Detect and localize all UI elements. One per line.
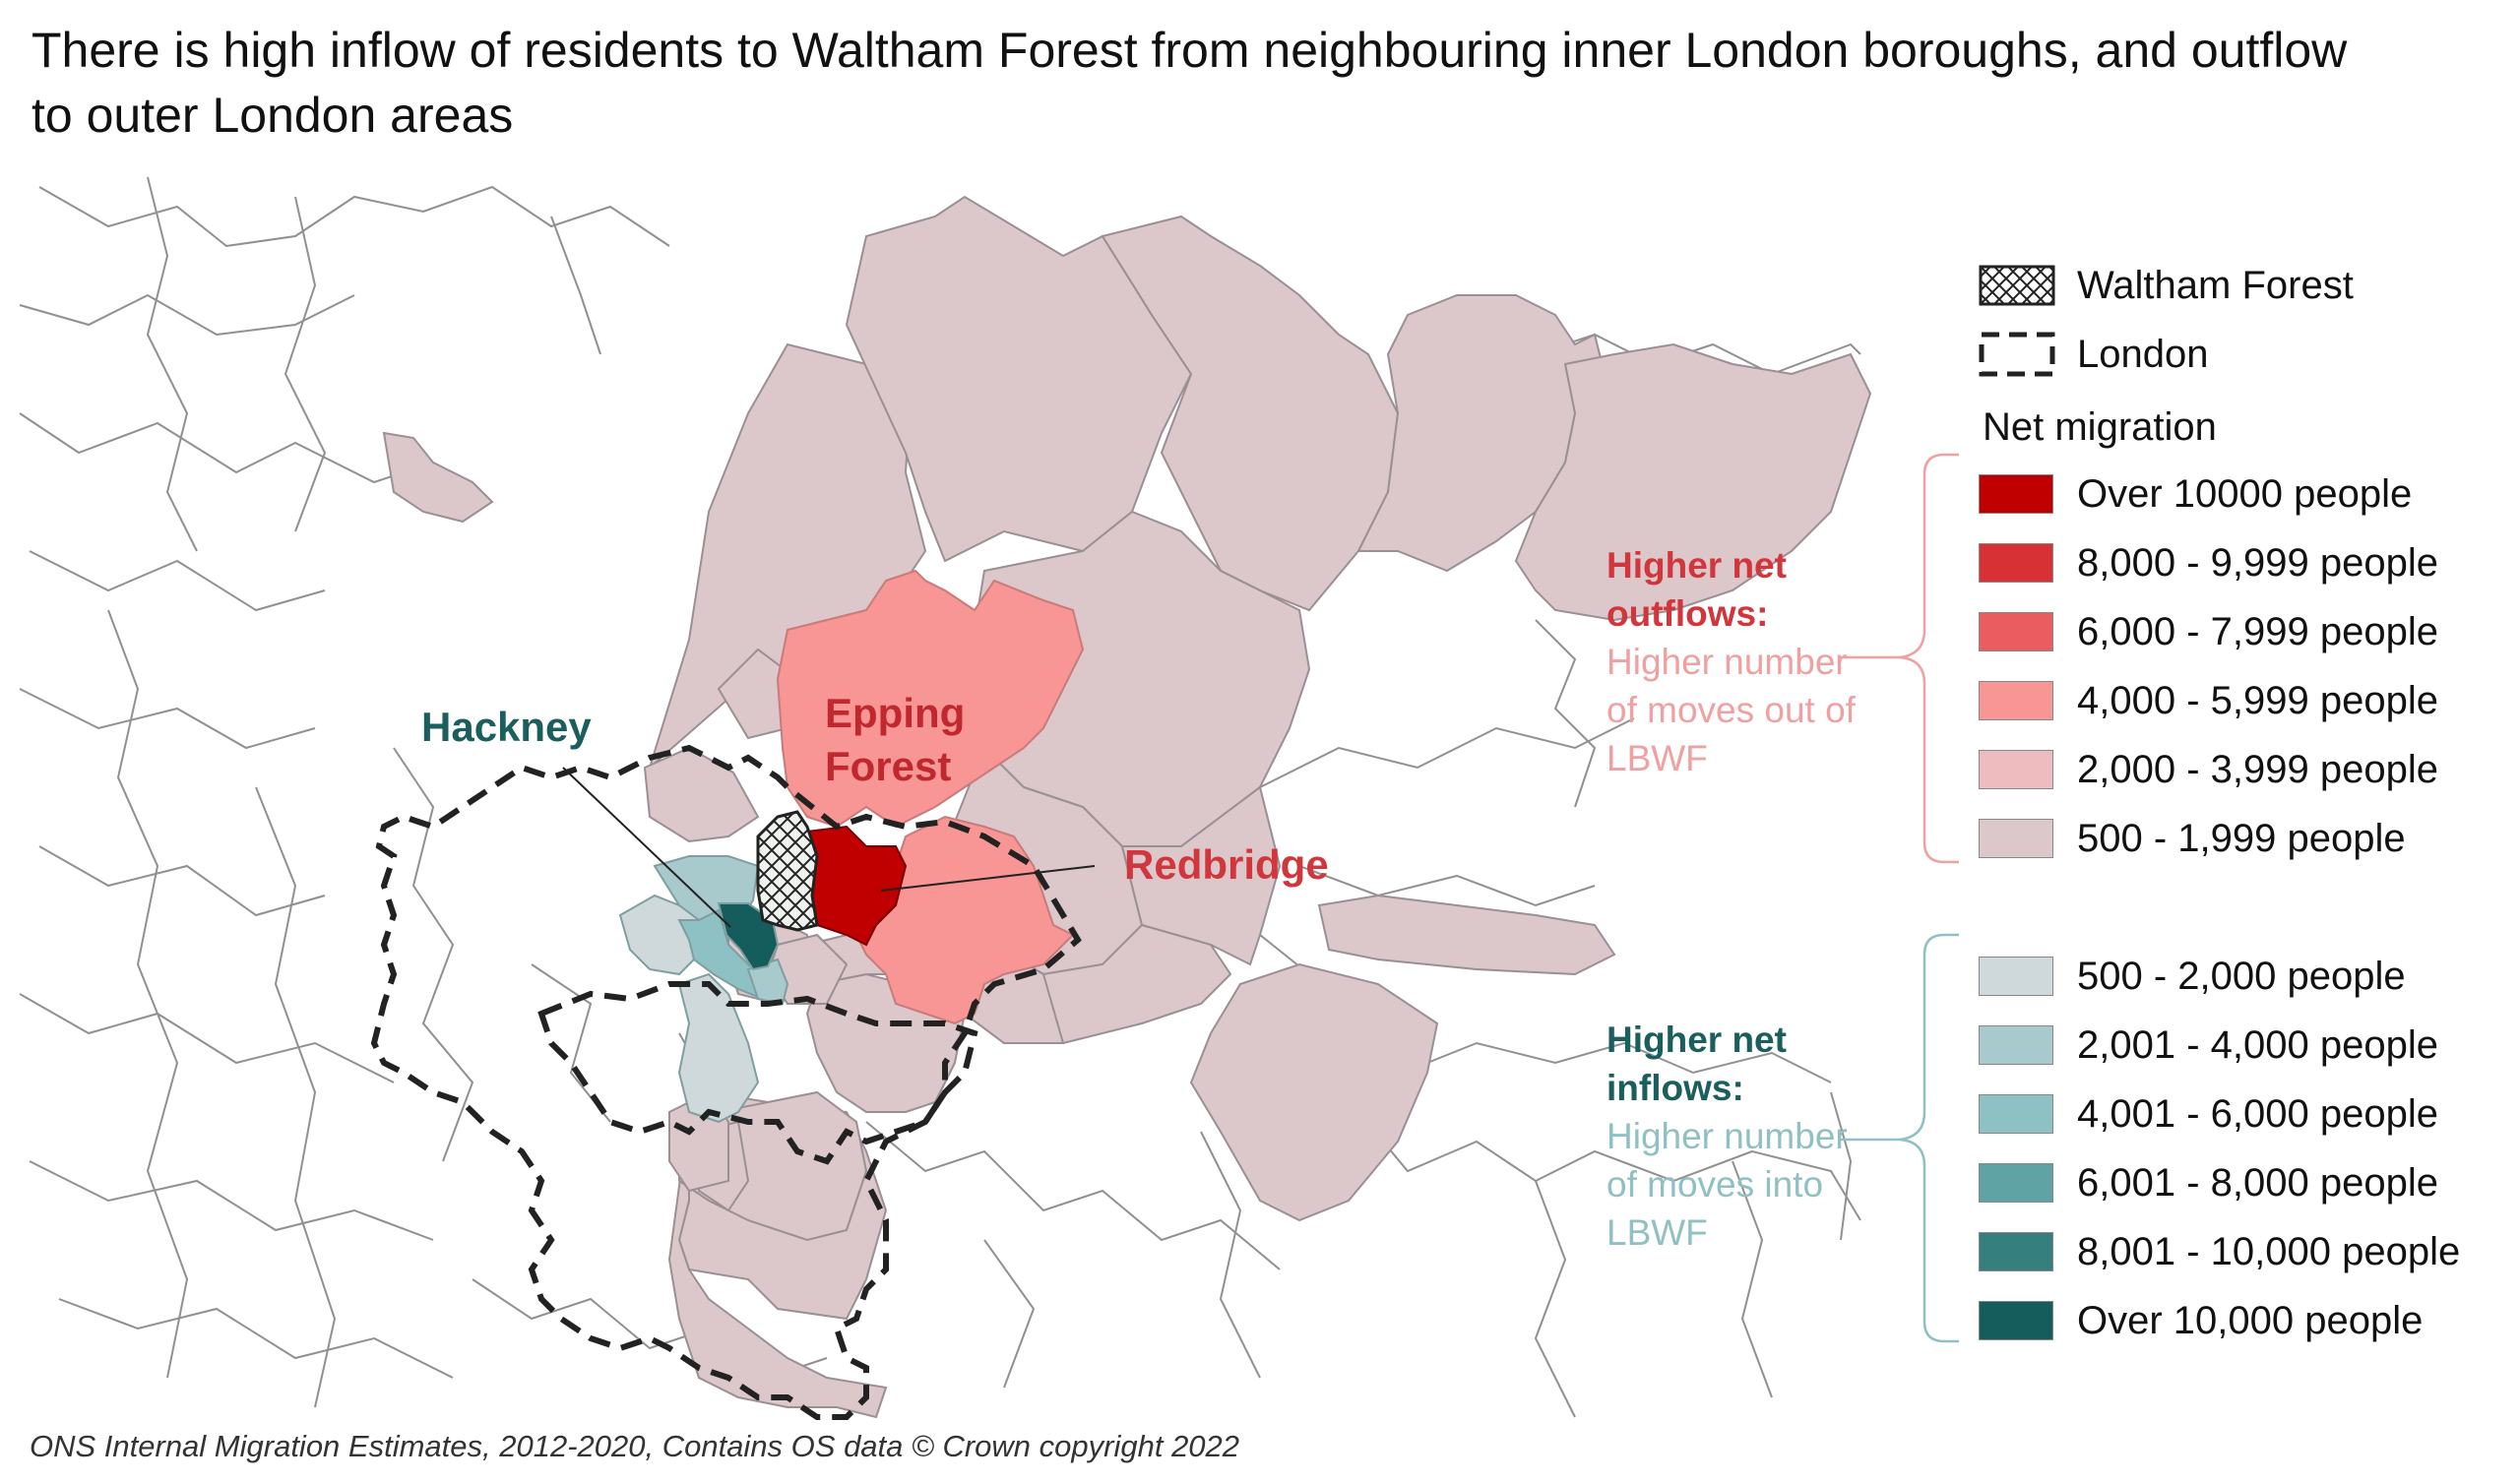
inner-london-boundary (537, 981, 978, 1165)
legend-out-label: 6,000 - 7,999 people (2077, 609, 2438, 653)
redbridge-leader-line (880, 865, 1096, 892)
legend-heading: Net migration (1983, 405, 2217, 449)
legend-out-swatch (1979, 819, 2053, 858)
legend-in-swatch (1979, 1232, 2053, 1271)
legend-out-label: 500 - 1,999 people (2077, 816, 2406, 860)
district-southwark-500-2000 (677, 972, 760, 1124)
legend-in-row: 500 - 2,000 people (1979, 953, 2406, 1000)
legend-out-swatch (1979, 543, 2053, 583)
legend-out-swatch (1979, 474, 2053, 514)
migration-map (19, 176, 1959, 1420)
legend-out-row: 6,000 - 7,999 people (1979, 608, 2438, 655)
legend-in-swatch (1979, 1094, 2053, 1134)
legend-out-row: 4,000 - 5,999 people (1979, 677, 2438, 724)
legend-out-label: 4,000 - 5,999 people (2077, 678, 2438, 722)
legend-in-row: 8,001 - 10,000 people (1979, 1228, 2460, 1275)
legend-waltham-forest-label: Waltham Forest (2077, 263, 2354, 307)
map-title: There is high inflow of residents to Wal… (32, 23, 2348, 143)
background-boundaries (19, 176, 1861, 1418)
district-luton (382, 431, 494, 524)
legend-out-row: 8,000 - 9,999 people (1979, 539, 2438, 587)
legend-waltham-forest: Waltham Forest (1979, 262, 2354, 309)
legend-in-label: 500 - 2,000 people (2077, 954, 2406, 998)
legend-in-swatch (1979, 1301, 2053, 1340)
district-enfield (643, 746, 760, 843)
label-hackney: Hackney (421, 704, 592, 750)
dashed-boundary-swatch-icon (1979, 332, 2055, 377)
district-rochford (1317, 894, 1616, 976)
hackney-leader-line (562, 767, 731, 928)
legend-in-swatch (1979, 1025, 2053, 1065)
label-redbridge: Redbridge (1124, 841, 1329, 888)
legend-in-label: 4,001 - 6,000 people (2077, 1091, 2438, 1136)
legend-in-swatch (1979, 1163, 2053, 1203)
label-epping-forest: Epping Forest (825, 690, 966, 789)
legend-in-row: Over 10,000 people (1979, 1297, 2423, 1344)
waltham-forest-area (756, 810, 819, 932)
district-epping-forest (776, 569, 1085, 829)
outflow-annotation: Higher net outflows: Higher number of mo… (1606, 541, 1862, 782)
legend-in-label: 6,001 - 8,000 people (2077, 1160, 2438, 1205)
outflow-annotation-title: Higher net outflows: (1606, 545, 1787, 634)
districts-500-1999-out (382, 195, 1872, 1419)
legend-out-swatch (1979, 681, 2053, 720)
district-tendring (1514, 342, 1872, 622)
district-newham-in-2001-4000 (746, 958, 789, 1006)
crosshatch-swatch-icon (1979, 265, 2055, 306)
outflow-annotation-text: Higher number of moves out of LBWF (1606, 642, 1856, 778)
legend-london: London (1979, 331, 2208, 378)
legend-in-label: Over 10,000 people (2077, 1298, 2424, 1342)
legend-in-swatch (1979, 957, 2053, 996)
legend-in-label: 8,001 - 10,000 people (2077, 1229, 2461, 1273)
legend-out-swatch (1979, 612, 2053, 651)
inflow-annotation-text: Higher number of moves into LBWF (1606, 1116, 1848, 1253)
legend-out-label: Over 10000 people (2077, 471, 2413, 516)
inflow-annotation-title: Higher net inflows: (1606, 1020, 1787, 1108)
legend-london-label: London (2077, 332, 2209, 376)
legend-in-label: 2,001 - 4,000 people (2077, 1022, 2438, 1067)
legend-out-row: 500 - 1,999 people (1979, 815, 2406, 862)
legend-out-label: 8,000 - 9,999 people (2077, 540, 2438, 585)
legend-out-swatch (1979, 750, 2053, 789)
legend-in-row: 4,001 - 6,000 people (1979, 1090, 2438, 1138)
districts-4000-5999-out (776, 569, 1085, 1025)
legend-out-row: 2,000 - 3,999 people (1979, 746, 2438, 793)
legend-out-row: Over 10000 people (1979, 470, 2412, 518)
inflow-bracket (1841, 933, 1959, 1343)
legend-in-row: 2,001 - 4,000 people (1979, 1021, 2438, 1069)
legend-in-row: 6,001 - 8,000 people (1979, 1159, 2438, 1206)
inflow-annotation: Higher net inflows: Higher number of mov… (1606, 1016, 1862, 1257)
district-kent-dartford (1189, 962, 1439, 1222)
outflow-bracket (1841, 453, 1959, 864)
source-note: ONS Internal Migration Estimates, 2012-2… (30, 1429, 1240, 1463)
districts-inflow (618, 855, 789, 1124)
district-surrey-mid (667, 1111, 888, 1419)
legend-out-label: 2,000 - 3,999 people (2077, 747, 2438, 791)
london-boundary (370, 744, 1082, 1420)
